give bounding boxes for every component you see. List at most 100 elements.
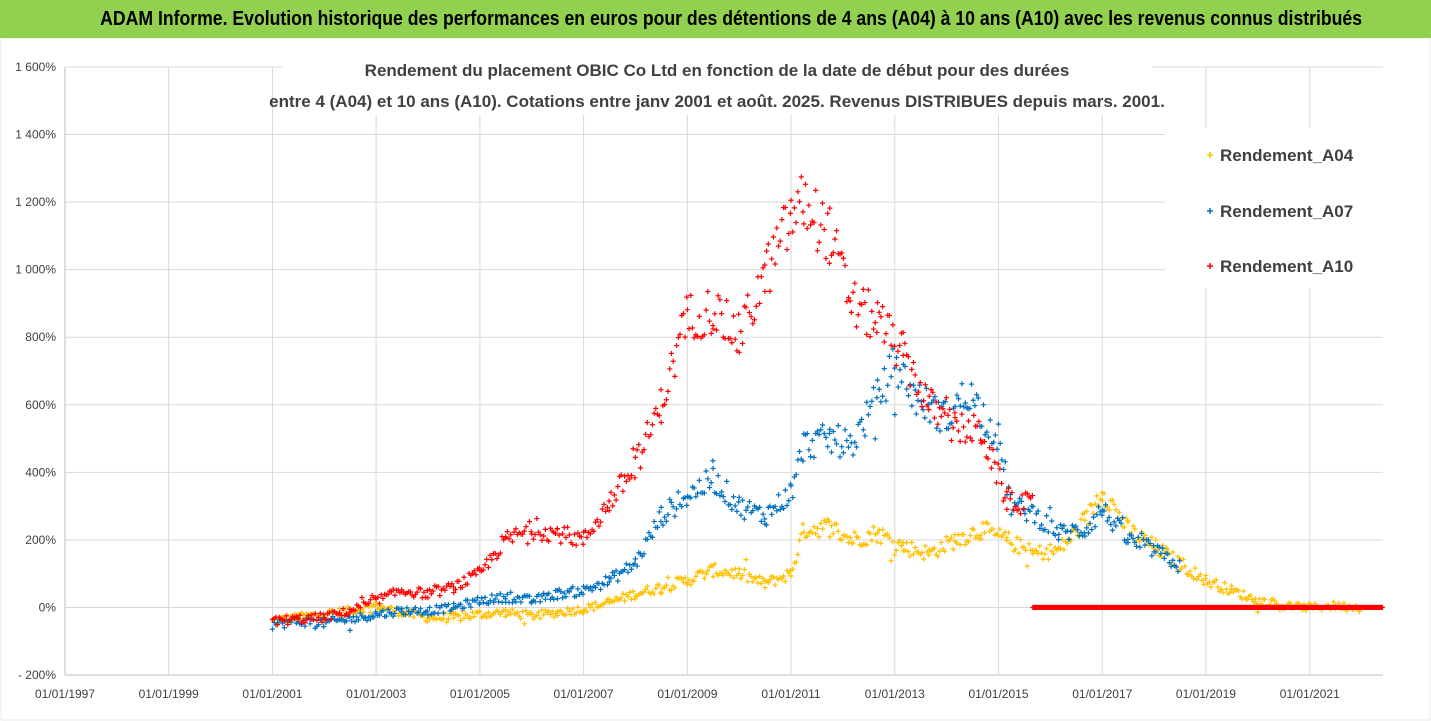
data-point	[1089, 526, 1095, 533]
data-point	[935, 553, 941, 559]
data-point	[534, 515, 540, 522]
data-point	[285, 621, 291, 628]
data-point	[826, 518, 832, 524]
data-point	[745, 504, 751, 510]
data-point	[298, 620, 305, 626]
data-point	[662, 585, 668, 591]
data-point	[772, 503, 778, 510]
data-point	[592, 584, 599, 591]
data-point	[665, 511, 671, 518]
data-point	[931, 415, 938, 421]
data-point	[608, 575, 614, 581]
data-point	[758, 581, 764, 587]
data-point	[987, 445, 993, 451]
data-point	[848, 309, 854, 315]
series-Rendement_A10	[269, 174, 1385, 628]
data-point	[686, 577, 692, 583]
data-point	[974, 392, 980, 398]
data-point	[802, 181, 809, 187]
data-point	[1028, 495, 1034, 501]
data-point	[558, 608, 564, 614]
data-point	[804, 533, 810, 539]
data-point	[912, 544, 918, 551]
data-point	[1021, 544, 1027, 550]
data-point	[404, 605, 410, 611]
data-point	[811, 454, 817, 461]
x-tick-label: 01/01/1999	[139, 687, 199, 701]
data-point	[482, 594, 488, 600]
data-point	[497, 591, 503, 597]
data-point	[826, 260, 832, 266]
data-point	[1033, 548, 1039, 554]
data-point	[366, 600, 372, 606]
data-point	[644, 583, 650, 589]
data-point	[1229, 583, 1235, 589]
data-point	[693, 573, 699, 579]
data-point	[295, 616, 301, 622]
data-point	[832, 437, 838, 443]
data-point	[1082, 533, 1088, 539]
data-point	[955, 396, 962, 402]
data-point	[926, 407, 932, 413]
data-point	[1109, 527, 1116, 533]
data-point	[832, 236, 838, 242]
data-point	[880, 393, 886, 399]
data-point	[850, 540, 856, 546]
data-point	[352, 607, 358, 614]
data-point	[437, 593, 443, 599]
y-axis-ticks: 1 600% 1 400% 1 200% 1 000% 800% 600% 400% 200%…	[15, 60, 56, 682]
data-point	[862, 433, 868, 439]
data-point	[1182, 563, 1188, 569]
data-point	[1000, 466, 1007, 473]
data-point	[992, 432, 998, 438]
data-point	[926, 552, 932, 558]
legend-marker	[1207, 263, 1213, 269]
data-point	[835, 528, 841, 534]
data-point	[598, 586, 604, 592]
x-tick-label: 01/01/2015	[968, 687, 1028, 701]
data-point	[1017, 511, 1024, 517]
data-point	[1222, 580, 1228, 586]
data-point	[736, 349, 742, 355]
data-point	[442, 587, 448, 593]
data-point	[559, 595, 566, 601]
data-point	[959, 411, 965, 417]
data-point	[987, 417, 993, 423]
data-point	[494, 555, 500, 562]
data-point	[1142, 532, 1148, 538]
data-point	[883, 331, 889, 337]
data-point	[712, 561, 718, 567]
data-point	[604, 504, 611, 511]
data-point	[542, 526, 548, 532]
data-point	[1166, 560, 1173, 566]
data-point	[380, 607, 386, 614]
data-point	[309, 612, 315, 618]
gridlines	[64, 66, 1383, 676]
data-point	[440, 615, 446, 622]
data-point	[485, 609, 492, 616]
data-point	[967, 435, 973, 441]
data-point	[814, 525, 821, 531]
data-point	[801, 221, 807, 227]
data-point	[1223, 586, 1229, 592]
data-point	[910, 382, 917, 388]
data-point	[312, 611, 318, 617]
data-point	[862, 299, 868, 306]
data-point	[796, 537, 803, 543]
data-point	[777, 506, 783, 513]
data-point	[909, 539, 915, 546]
data-point	[869, 398, 875, 404]
data-point	[758, 274, 764, 280]
data-point	[938, 539, 944, 545]
data-point	[1030, 504, 1036, 510]
data-point	[644, 419, 650, 426]
data-point	[964, 434, 970, 440]
data-point	[928, 387, 934, 393]
y-tick-label: 1 000%	[15, 263, 56, 277]
y-tick-label: 600%	[25, 398, 56, 412]
data-point	[656, 582, 662, 588]
data-point	[844, 533, 850, 539]
legend-marker	[1207, 208, 1213, 214]
data-point	[425, 612, 431, 618]
data-point	[930, 389, 936, 395]
